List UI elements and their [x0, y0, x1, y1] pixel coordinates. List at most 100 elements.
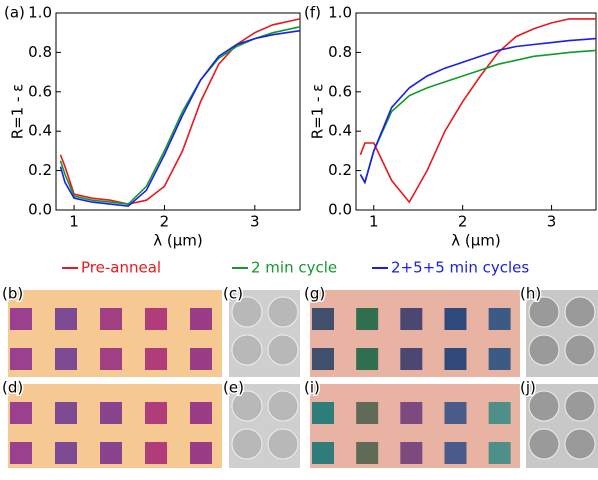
y-tick-label: 0.2 — [28, 161, 52, 179]
pad — [312, 348, 334, 370]
pad — [190, 402, 212, 424]
pad — [10, 308, 32, 330]
pad — [267, 296, 299, 328]
pad — [267, 334, 299, 366]
pad — [231, 428, 263, 460]
pad — [190, 308, 212, 330]
pad — [10, 402, 32, 424]
y-tick-label: 0.4 — [328, 122, 352, 140]
data-line — [359, 49, 597, 185]
y-tick-label: 0.2 — [328, 161, 352, 179]
pad — [400, 348, 423, 370]
pad — [100, 308, 122, 330]
pad — [10, 348, 32, 370]
pad — [488, 442, 511, 464]
y-axis-label: R=1 - ε — [309, 84, 327, 140]
data-line — [59, 29, 301, 207]
pad — [444, 348, 467, 370]
pad — [267, 390, 299, 422]
y-tick-label: 0.8 — [28, 43, 52, 61]
pad — [312, 442, 334, 464]
pad — [444, 308, 467, 330]
panel-label: (e) — [223, 379, 244, 397]
legend-label: 2+5+5 min cycles — [391, 259, 529, 277]
pad — [528, 390, 560, 422]
data-line — [59, 18, 301, 205]
pad — [190, 442, 212, 464]
panel-label: (h) — [520, 285, 541, 303]
pad — [444, 402, 467, 424]
pad — [231, 390, 263, 422]
panel-label: (i) — [304, 379, 320, 397]
pad — [10, 442, 32, 464]
y-axis-label: R=1 - ε — [9, 84, 27, 140]
data-line — [59, 26, 301, 205]
panel-label: (a) — [4, 4, 25, 22]
x-tick-label: 2 — [160, 213, 170, 231]
data-line — [359, 18, 596, 204]
pad — [488, 348, 511, 370]
y-tick-label: 0.8 — [328, 43, 352, 61]
pad — [190, 348, 212, 370]
pad — [145, 442, 167, 464]
pad — [100, 402, 122, 424]
pad — [400, 442, 423, 464]
pad — [55, 442, 77, 464]
x-tick-label: 2 — [458, 213, 468, 231]
legend-label: Pre-anneal — [81, 259, 161, 277]
x-tick-label: 3 — [250, 213, 260, 231]
plot-frame — [55, 12, 301, 211]
pad — [145, 402, 167, 424]
y-tick-label: 0.4 — [28, 122, 52, 140]
pad — [444, 442, 467, 464]
x-axis-label: λ (μm) — [451, 232, 501, 250]
panel-label: (b) — [2, 285, 23, 303]
y-tick-label: 0.6 — [28, 82, 52, 100]
y-tick-label: 1.0 — [28, 4, 52, 22]
pad — [145, 348, 167, 370]
pad — [312, 308, 334, 330]
pad — [100, 442, 122, 464]
y-tick-label: 1.0 — [328, 4, 352, 22]
pad — [488, 308, 511, 330]
pad — [100, 348, 122, 370]
x-tick-label: 3 — [547, 213, 557, 231]
y-tick-label: 0.0 — [28, 201, 52, 219]
pad — [564, 390, 596, 422]
plot-frame — [355, 12, 597, 211]
pad — [55, 402, 77, 424]
pad — [356, 402, 379, 424]
pad — [231, 296, 263, 328]
pad — [564, 428, 596, 460]
pad — [564, 296, 596, 328]
pad — [400, 402, 423, 424]
pad — [55, 308, 77, 330]
pad — [231, 334, 263, 366]
pad — [564, 334, 596, 366]
pad — [267, 428, 299, 460]
pad — [488, 402, 511, 424]
pad — [312, 402, 334, 424]
panel-label: (f) — [304, 4, 321, 22]
y-tick-label: 0.0 — [328, 201, 352, 219]
pad — [356, 348, 379, 370]
panel-label: (c) — [223, 285, 243, 303]
x-axis-label: λ (μm) — [153, 232, 203, 250]
pad — [528, 296, 560, 328]
pad — [528, 334, 560, 366]
y-tick-label: 0.6 — [328, 82, 352, 100]
pad — [528, 428, 560, 460]
legend-label: 2 min cycle — [251, 259, 337, 277]
pad — [356, 308, 379, 330]
data-line — [359, 37, 597, 185]
panel-label: (d) — [2, 379, 23, 397]
panel-label: (g) — [304, 285, 325, 303]
panel-label: (j) — [520, 379, 536, 397]
x-tick-label: 1 — [369, 213, 379, 231]
x-tick-label: 1 — [69, 213, 79, 231]
pad — [400, 308, 423, 330]
pad — [145, 308, 167, 330]
pad — [55, 348, 77, 370]
pad — [356, 442, 379, 464]
